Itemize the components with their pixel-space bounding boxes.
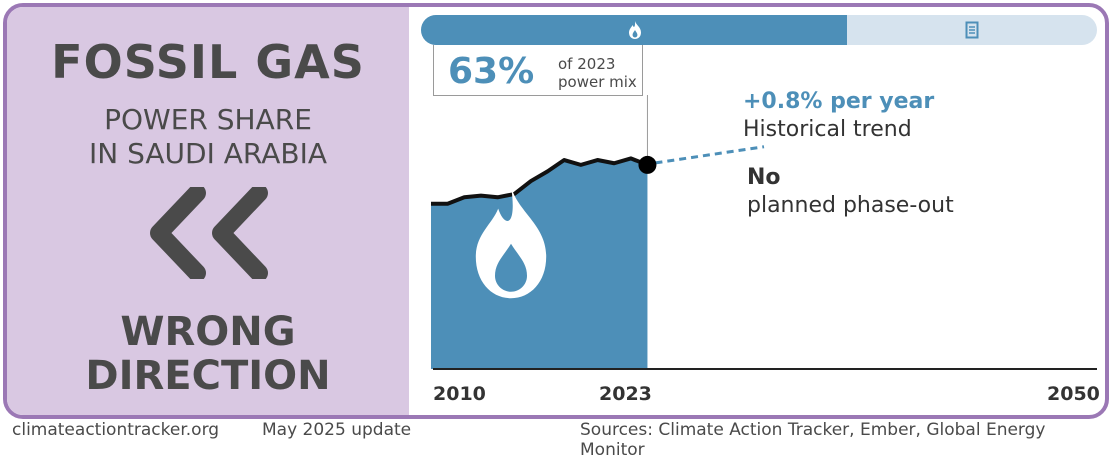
summary-panel: FOSSIL GAS POWER SHARE IN SAUDI ARABIA W… bbox=[7, 7, 413, 415]
phaseout-line2: planned phase-out bbox=[747, 193, 954, 218]
share-callout: 63% of 2023 power mix bbox=[433, 45, 643, 96]
flame-icon bbox=[629, 21, 641, 39]
share-caption-line1: of 2023 bbox=[558, 55, 616, 73]
power-mix-bar bbox=[421, 15, 1097, 45]
trend-projection-line bbox=[655, 145, 765, 165]
double-chevron-left-icon bbox=[150, 187, 268, 279]
status-line1: WRONG bbox=[120, 309, 296, 355]
footer-site: climateactiontracker.org bbox=[12, 420, 220, 440]
footer-date: May 2025 update bbox=[262, 420, 412, 440]
infographic-card: FOSSIL GAS POWER SHARE IN SAUDI ARABIA W… bbox=[3, 3, 1109, 419]
status-line2: DIRECTION bbox=[85, 353, 331, 399]
share-percent: 63% bbox=[448, 51, 535, 92]
share-caption-line2: power mix bbox=[558, 73, 637, 91]
gas-share-line bbox=[431, 156, 649, 206]
battery-icon bbox=[965, 21, 979, 39]
phaseout-line1: No bbox=[747, 165, 781, 190]
panel-subtitle-line1: POWER SHARE bbox=[104, 103, 312, 136]
x-tick-label-end: 2050 bbox=[1047, 383, 1100, 405]
gas-share-chart bbox=[431, 95, 1097, 370]
trend-value: +0.8% per year bbox=[743, 89, 935, 114]
share-caption: of 2023 power mix bbox=[558, 55, 648, 91]
chart-panel: 63% of 2023 power mix +0.8% per year His… bbox=[413, 7, 1105, 415]
panel-subtitle-line2: IN SAUDI ARABIA bbox=[88, 137, 327, 170]
footer-sources: Sources: Climate Action Tracker, Ember, … bbox=[580, 420, 1046, 460]
latest-data-point bbox=[638, 155, 657, 174]
flame-icon bbox=[475, 186, 547, 299]
trend-label: Historical trend bbox=[743, 117, 912, 142]
x-tick-label-latest: 2023 bbox=[599, 383, 652, 405]
x-tick-label-start: 2010 bbox=[433, 383, 486, 405]
panel-title: FOSSIL GAS bbox=[51, 35, 365, 89]
